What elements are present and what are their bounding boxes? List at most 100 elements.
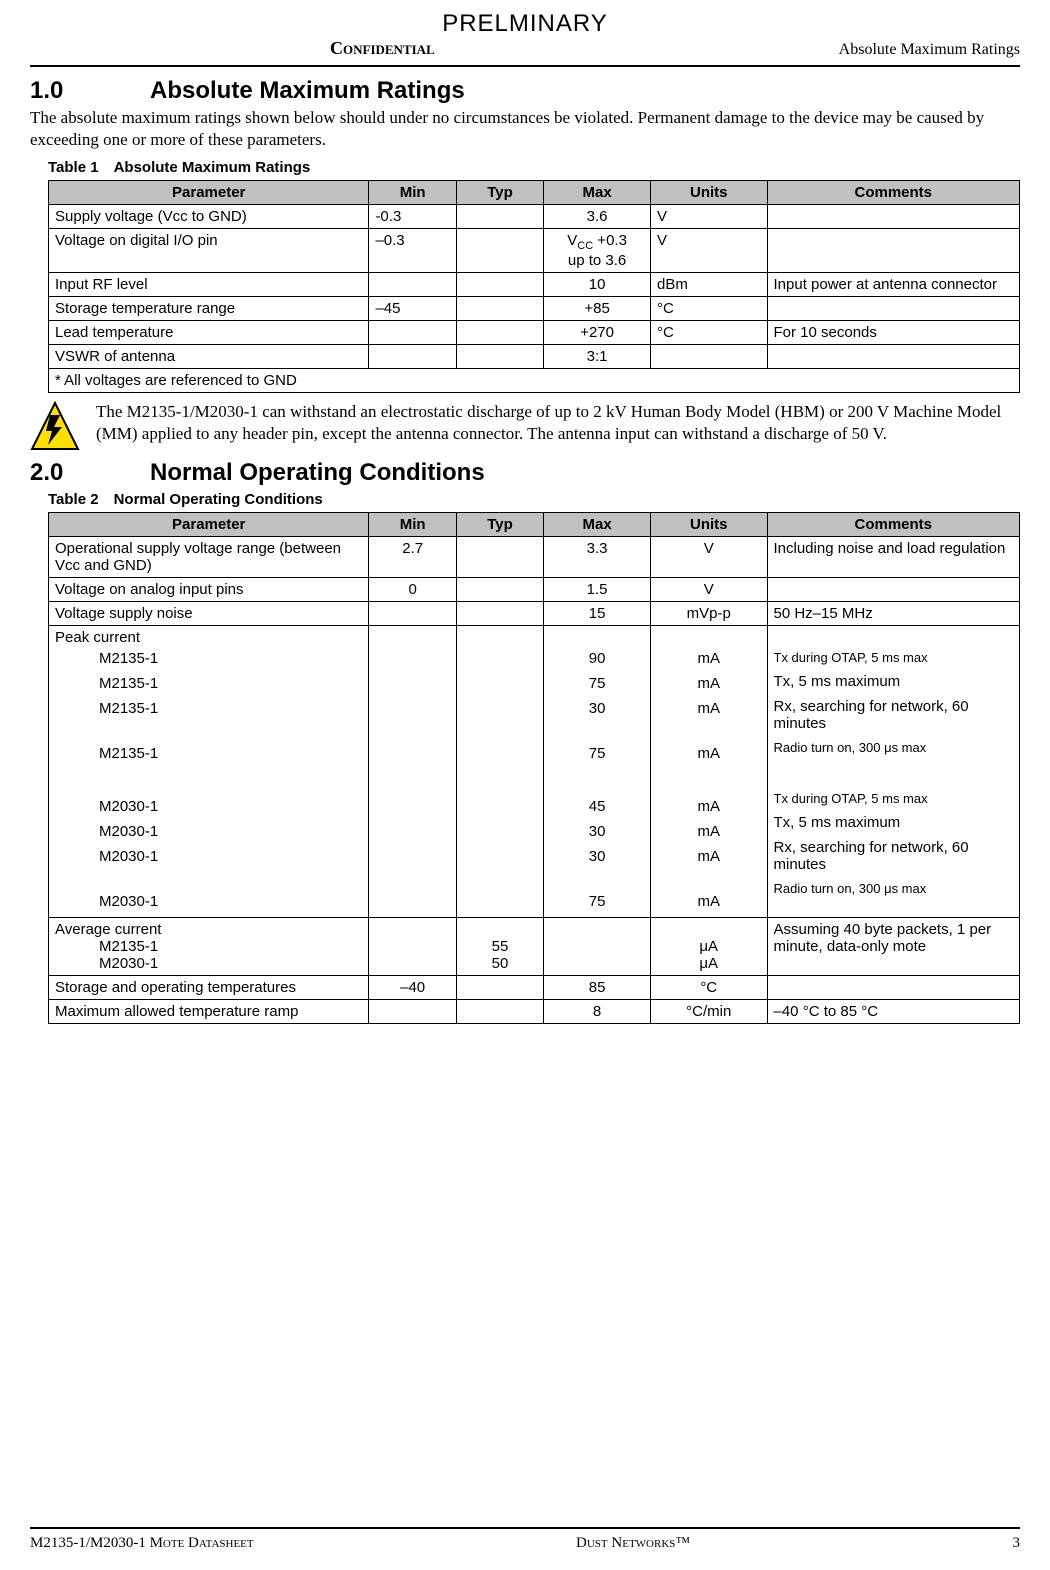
cell-units: °C <box>650 321 767 345</box>
cell-min <box>369 345 456 369</box>
cell-min: –0.3 <box>369 229 456 273</box>
cell-comments <box>767 229 1020 273</box>
table-1: Parameter Min Typ Max Units Comments Sup… <box>48 180 1020 393</box>
cell-units: °C/min <box>650 1000 767 1024</box>
cell-param: Voltage on analog input pins <box>49 578 369 602</box>
cell-typ <box>456 578 543 602</box>
table-1-footnote-row: * All voltages are referenced to GND <box>49 369 1020 393</box>
cell-units <box>650 345 767 369</box>
th-min: Min <box>369 181 456 205</box>
cell-max: 9075307545303075 <box>544 626 651 918</box>
esd-icon <box>30 401 80 451</box>
cell-units: V <box>650 205 767 229</box>
table-row: Voltage on analog input pins0 1.5V <box>49 578 1020 602</box>
cell-comments: 50 Hz–15 MHz <box>767 602 1020 626</box>
th2-units: Units <box>650 513 767 537</box>
table-row: Voltage supply noise15mVp-p50 Hz–15 MHz <box>49 602 1020 626</box>
cell-typ <box>456 205 543 229</box>
table-row: Supply voltage (Vcc to GND)-0.33.6V <box>49 205 1020 229</box>
cell-max <box>544 918 651 976</box>
cell-param: Average currentM2135-1M2030-1 <box>49 918 369 976</box>
th-max: Max <box>544 181 651 205</box>
cell-units: V <box>650 537 767 578</box>
footer-center: Dust Networks™ <box>576 1535 690 1552</box>
th-comments: Comments <box>767 181 1020 205</box>
th-typ: Typ <box>456 181 543 205</box>
cell-typ <box>456 976 543 1000</box>
cell-min <box>369 626 456 918</box>
cell-min: -0.3 <box>369 205 456 229</box>
average-current-row: Average currentM2135-1M2030-1 5550 μAμAAss… <box>49 918 1020 976</box>
cell-min: –45 <box>369 297 456 321</box>
section-2-heading: 2.0Normal Operating Conditions <box>30 459 1020 487</box>
cell-units: μAμA <box>650 918 767 976</box>
cell-units: °C <box>650 976 767 1000</box>
th-parameter: Parameter <box>49 181 369 205</box>
preliminary-label: PRELMINARY <box>30 10 1020 38</box>
table-row: Input RF level10dBmInput power at antenn… <box>49 273 1020 297</box>
cell-param: Storage temperature range <box>49 297 369 321</box>
th2-parameter: Parameter <box>49 513 369 537</box>
cell-typ <box>456 229 543 273</box>
breadcrumb: Absolute Maximum Ratings <box>839 41 1020 59</box>
section-1-intro: The absolute maximum ratings shown below… <box>30 107 1020 151</box>
cell-units: mVp-p <box>650 602 767 626</box>
table-row: Operational supply voltage range (betwee… <box>49 537 1020 578</box>
page-header: Confidential Absolute Maximum Ratings <box>30 38 1020 67</box>
section-1-title: Absolute Maximum Ratings <box>150 77 465 104</box>
cell-min <box>369 273 456 297</box>
cell-comments <box>767 976 1020 1000</box>
cell-max: 3.3 <box>544 537 651 578</box>
cell-max: 3.6 <box>544 205 651 229</box>
cell-min <box>369 1000 456 1024</box>
cell-units: mAmAmAmAmAmAmAmA <box>650 626 767 918</box>
cell-comments: Including noise and load regulation <box>767 537 1020 578</box>
th2-typ: Typ <box>456 513 543 537</box>
cell-param: Voltage on digital I/O pin <box>49 229 369 273</box>
cell-max: 8 <box>544 1000 651 1024</box>
th-units: Units <box>650 181 767 205</box>
cell-param: Storage and operating temperatures <box>49 976 369 1000</box>
footer-left: M2135-1/M2030-1 Mote Datasheet <box>30 1535 254 1552</box>
cell-typ <box>456 1000 543 1024</box>
cell-max: 10 <box>544 273 651 297</box>
cell-min: 2.7 <box>369 537 456 578</box>
cell-comments: Tx during OTAP, 5 ms maxTx, 5 ms maximum… <box>767 626 1020 918</box>
cell-min: 0 <box>369 578 456 602</box>
cell-comments: For 10 seconds <box>767 321 1020 345</box>
confidential-label: Confidential <box>330 38 435 59</box>
cell-comments: Assuming 40 byte packets, 1 per minute, … <box>767 918 1020 976</box>
cell-typ <box>456 321 543 345</box>
cell-typ <box>456 626 543 918</box>
table-2-header-row: Parameter Min Typ Max Units Comments <box>49 513 1020 537</box>
cell-comments: Input power at antenna connector <box>767 273 1020 297</box>
cell-typ <box>456 602 543 626</box>
cell-param: Peak currentM2135-1M2135-1M2135-1M2135-1… <box>49 626 369 918</box>
table-1-footnote: * All voltages are referenced to GND <box>49 369 1020 393</box>
table-2-caption: Table 2 Normal Operating Conditions <box>48 491 1020 508</box>
cell-comments <box>767 578 1020 602</box>
cell-units: V <box>650 578 767 602</box>
cell-param: VSWR of antenna <box>49 345 369 369</box>
cell-comments <box>767 297 1020 321</box>
table-row: Lead temperature+270°CFor 10 seconds <box>49 321 1020 345</box>
cell-min <box>369 321 456 345</box>
section-2-title: Normal Operating Conditions <box>150 459 485 486</box>
cell-typ <box>456 273 543 297</box>
table-2: Parameter Min Typ Max Units Comments Ope… <box>48 512 1020 1024</box>
section-2-number: 2.0 <box>30 459 150 487</box>
cell-comments <box>767 345 1020 369</box>
cell-min <box>369 602 456 626</box>
cell-min <box>369 918 456 976</box>
cell-typ: 5550 <box>456 918 543 976</box>
table-1-caption: Table 1 Absolute Maximum Ratings <box>48 159 1020 176</box>
cell-comments: –40 °C to 85 °C <box>767 1000 1020 1024</box>
section-1-number: 1.0 <box>30 77 150 105</box>
cell-max: 1.5 <box>544 578 651 602</box>
cell-max: VCC +0.3up to 3.6 <box>544 229 651 273</box>
table-1-header-row: Parameter Min Typ Max Units Comments <box>49 181 1020 205</box>
cell-units: V <box>650 229 767 273</box>
cell-units: dBm <box>650 273 767 297</box>
th2-min: Min <box>369 513 456 537</box>
cell-param: Maximum allowed temperature ramp <box>49 1000 369 1024</box>
